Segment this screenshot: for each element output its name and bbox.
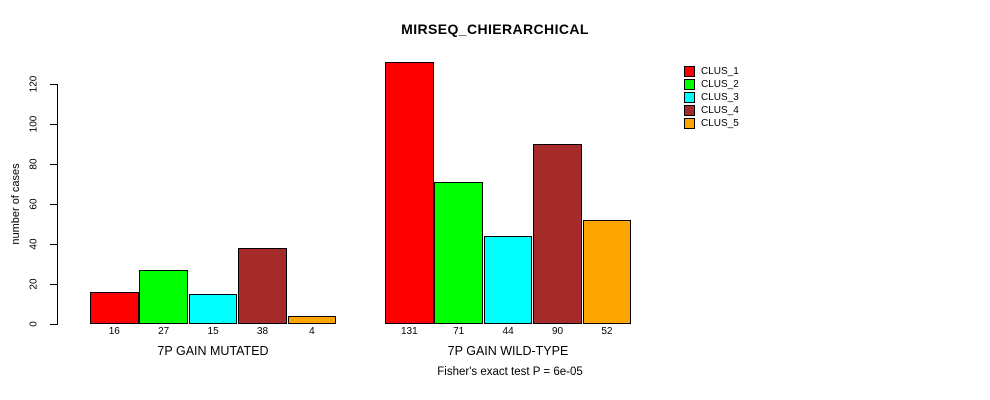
y-tick-label: 100 bbox=[28, 115, 40, 133]
bar-value-label: 52 bbox=[601, 326, 613, 337]
legend-row-clus_2: CLUS_2 bbox=[684, 79, 739, 90]
bar-value-label: 38 bbox=[256, 326, 269, 337]
bar-value-label: 27 bbox=[158, 326, 170, 337]
y-tick-mark bbox=[50, 324, 57, 325]
bar-clus_3-group2 bbox=[483, 236, 533, 324]
legend-swatch-clus_4 bbox=[684, 105, 695, 116]
legend-label-clus_4: CLUS_4 bbox=[701, 105, 739, 116]
y-tick-mark bbox=[50, 244, 57, 245]
y-tick-mark bbox=[50, 204, 57, 205]
bar-value-label: 71 bbox=[453, 326, 465, 337]
y-axis-line bbox=[57, 84, 58, 325]
bar-clus_4-group1 bbox=[238, 248, 287, 324]
x-group-label: 7P GAIN WILD-TYPE bbox=[447, 344, 569, 358]
annotation-fishers-test: Fisher's exact test P = 6e-05 bbox=[437, 366, 583, 378]
bar-value-label: 16 bbox=[108, 326, 120, 337]
legend-row-clus_4: CLUS_4 bbox=[684, 105, 739, 116]
bar-value-label: 131 bbox=[400, 326, 418, 337]
legend-row-clus_5: CLUS_5 bbox=[684, 118, 739, 129]
y-tick-mark bbox=[50, 164, 57, 165]
legend-swatch-clus_3 bbox=[684, 92, 695, 103]
y-tick-label: 60 bbox=[28, 198, 40, 210]
legend: CLUS_1 CLUS_2 CLUS_3 CLUS_4 CLUS_5 bbox=[684, 66, 739, 129]
bar-clus_5-group2 bbox=[582, 220, 632, 324]
x-group-label: 7P GAIN MUTATED bbox=[157, 344, 269, 358]
bar-clus_2-group2 bbox=[434, 182, 483, 324]
y-tick-label: 20 bbox=[28, 278, 40, 290]
y-tick-mark bbox=[50, 124, 57, 125]
y-tick-mark bbox=[50, 284, 57, 285]
legend-swatch-clus_1 bbox=[684, 66, 695, 77]
legend-swatch-clus_2 bbox=[684, 79, 695, 90]
legend-label-clus_1: CLUS_1 bbox=[701, 66, 739, 77]
y-tick-label: 0 bbox=[28, 321, 40, 327]
bar-clus_1-group1 bbox=[90, 292, 139, 324]
legend-label-clus_5: CLUS_5 bbox=[701, 118, 739, 129]
y-tick-label: 120 bbox=[28, 75, 40, 93]
y-axis-label: number of cases bbox=[10, 163, 22, 245]
legend-row-clus_3: CLUS_3 bbox=[684, 92, 739, 103]
bar-clus_2-group1 bbox=[139, 270, 188, 324]
legend-label-clus_2: CLUS_2 bbox=[701, 79, 739, 90]
bar-value-label: 15 bbox=[207, 326, 219, 337]
y-tick-label: 40 bbox=[28, 238, 40, 250]
bar-value-label: 4 bbox=[309, 326, 315, 337]
legend-swatch-clus_5 bbox=[684, 118, 695, 129]
y-tick-label: 80 bbox=[28, 158, 40, 170]
bar-value-label: 90 bbox=[551, 326, 564, 337]
bar-clus_1-group2 bbox=[385, 62, 434, 324]
bar-clus_3-group1 bbox=[188, 294, 238, 324]
bar-clus_4-group2 bbox=[533, 144, 582, 324]
bar-clus_5-group1 bbox=[287, 316, 337, 324]
legend-label-clus_3: CLUS_3 bbox=[701, 92, 739, 103]
y-tick-mark bbox=[50, 84, 57, 85]
chart-title: MIRSEQ_CHIERARCHICAL bbox=[401, 21, 589, 37]
bar-value-label: 44 bbox=[502, 326, 514, 337]
legend-row-clus_1: CLUS_1 bbox=[684, 66, 739, 77]
